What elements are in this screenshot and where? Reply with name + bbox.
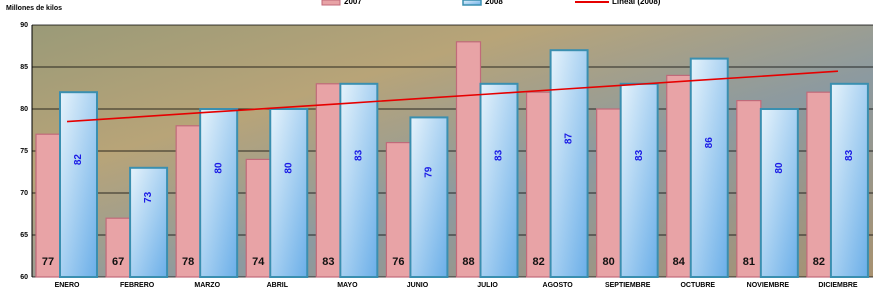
bar-2008 [270,109,307,277]
y-tick-label: 70 [20,190,28,197]
x-tick-label: MAYO [337,282,358,289]
value-label-2007: 67 [112,256,124,268]
bar-2008 [551,50,588,277]
value-label-2007: 80 [603,256,615,268]
x-tick-label: AGOSTO [543,282,574,289]
legend-label: 2007 [344,0,362,6]
value-label-2008: 83 [844,149,855,161]
value-label-2007: 83 [322,256,334,268]
y-tick-label: 80 [20,106,28,113]
bar-2008 [621,84,658,277]
value-label-2007: 88 [462,256,474,268]
value-label-2007: 78 [182,256,194,268]
value-label-2008: 82 [73,154,84,166]
y-tick-label: 65 [20,232,28,239]
y-tick-label: 75 [20,148,28,155]
bar-2008 [130,168,167,277]
value-label-2008: 86 [704,137,715,149]
value-label-2008: 80 [213,162,224,174]
y-tick-label: 85 [20,64,28,71]
value-label-2008: 87 [564,133,575,145]
value-label-2007: 76 [392,256,404,268]
bar-2007 [807,92,831,277]
value-label-2007: 82 [532,256,544,268]
legend-swatch-2008 [463,0,481,5]
value-label-2007: 77 [42,256,54,268]
bar-2007 [316,84,340,277]
x-tick-label: JULIO [477,282,498,289]
x-tick-label: NOVIEMBRE [747,282,790,289]
x-tick-label: ABRIL [267,282,289,289]
x-tick-label: OCTUBRE [680,282,715,289]
x-tick-label: MARZO [194,282,220,289]
value-label-2008: 73 [143,191,154,203]
bar-2007 [737,101,761,277]
bar-2008 [481,84,518,277]
value-label-2008: 83 [494,149,505,161]
chart: Millones de kilos 60 65 70 75 80 85 90 ENERO 77 8… [0,0,873,291]
value-label-2007: 82 [813,256,825,268]
y-tick-label: 60 [20,274,28,281]
value-label-2008: 79 [424,166,435,178]
x-tick-label: JUNIO [407,282,429,289]
bar-2007 [527,92,551,277]
value-label-2008: 80 [774,162,785,174]
legend-label: Lineal (2008) [612,0,661,6]
value-label-2007: 84 [673,256,686,268]
x-tick-label: FEBRERO [120,282,155,289]
y-tick-label: 90 [20,22,28,29]
bar-2007 [597,109,621,277]
bar-2007 [457,42,481,277]
bar-2007 [667,75,691,277]
bar-2007 [176,126,200,277]
bar-2008 [761,109,798,277]
y-axis-title: Millones de kilos [6,5,62,12]
value-label-2007: 81 [743,256,755,268]
legend-label: 2008 [485,0,503,6]
x-tick-label: SEPTIEMBRE [605,282,651,289]
value-label-2007: 74 [252,256,265,268]
bar-2008 [340,84,377,277]
legend-swatch-2007 [322,0,340,5]
x-tick-label: ENERO [55,282,80,289]
value-label-2008: 83 [353,149,364,161]
bar-2007 [106,218,130,277]
value-label-2008: 80 [283,162,294,174]
x-tick-label: DICIEMBRE [818,282,858,289]
bar-2008 [200,109,237,277]
value-label-2008: 83 [634,149,645,161]
bar-2008 [410,117,447,277]
bar-2008 [831,84,868,277]
bar-2008 [691,59,728,277]
